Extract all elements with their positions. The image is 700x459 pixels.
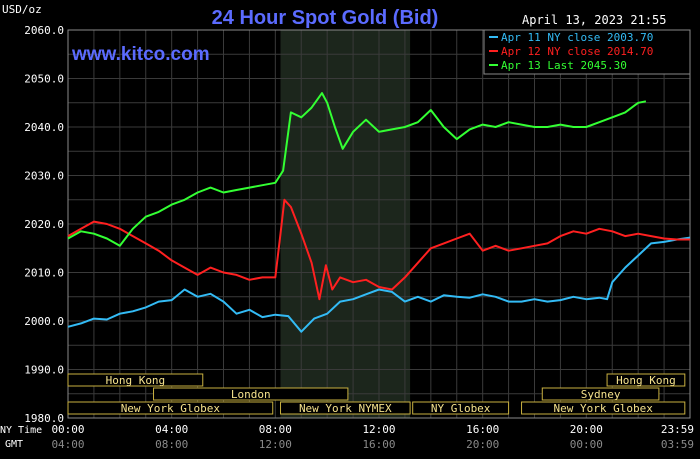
- y-tick-label: 2030.0: [24, 170, 64, 183]
- series-line-apr-11: [67, 236, 691, 333]
- chart-title: 24 Hour Spot Gold (Bid): [212, 7, 439, 29]
- series-line-apr-12: [67, 198, 690, 301]
- session-box: [412, 401, 510, 415]
- session-label: Hong Kong: [106, 374, 166, 387]
- legend-entry: Apr 13 Last 2045.30: [501, 59, 627, 72]
- legend-box: [483, 29, 691, 75]
- y-tick-label: 1980.0: [24, 412, 64, 425]
- x-tick-label-gmt: 08:00: [155, 438, 188, 451]
- x-tick-label-gmt: 20:00: [466, 438, 499, 451]
- y-tick-label: 2040.0: [24, 121, 64, 134]
- legend-entry: Apr 11 NY close 2003.70: [501, 31, 653, 44]
- y-tick-label: 2060.0: [24, 24, 64, 37]
- gmt-row-label: GMT: [5, 439, 23, 450]
- x-tick-label-ny: 20:00: [570, 423, 603, 436]
- session-box: [67, 401, 274, 415]
- y-tick-label: 2010.0: [24, 267, 64, 280]
- y-tick-label: 2020.0: [24, 218, 64, 231]
- x-tick-label-gmt: 16:00: [362, 438, 395, 451]
- session-box: [153, 387, 349, 401]
- series-line-apr-13: [67, 92, 647, 247]
- session-label: NY Globex: [431, 402, 491, 415]
- watermark-text: www.kitco.com: [71, 44, 210, 65]
- x-tick-label-ny: 08:00: [259, 423, 292, 436]
- x-tick-label-gmt: 03:59: [661, 438, 694, 451]
- x-tick-label-ny: 16:00: [466, 423, 499, 436]
- session-label: London: [231, 388, 271, 401]
- session-label: New York Globex: [121, 402, 221, 415]
- x-tick-label-gmt: 12:00: [259, 438, 292, 451]
- y-tick-label: 2050.0: [24, 73, 64, 86]
- ny-time-row-label: NY Time: [0, 425, 42, 436]
- session-box: [67, 373, 204, 387]
- x-tick-label-ny: 04:00: [155, 423, 188, 436]
- session-label: New York Globex: [554, 402, 654, 415]
- session-box: [280, 401, 411, 415]
- y-tick-label: 2000.0: [24, 315, 64, 328]
- plot-frame: [67, 29, 691, 419]
- x-tick-label-gmt: 00:00: [570, 438, 603, 451]
- session-label: Sydney: [581, 388, 621, 401]
- session-box: [521, 401, 686, 415]
- session-label: New York NYMEX: [299, 402, 392, 415]
- legend-entry: Apr 12 NY close 2014.70: [501, 45, 653, 58]
- session-box: [541, 387, 660, 401]
- x-tick-label-ny: 00:00: [51, 423, 84, 436]
- session-box: [606, 373, 686, 387]
- y-tick-label: 1990.0: [24, 364, 64, 377]
- x-tick-label-gmt: 04:00: [51, 438, 84, 451]
- x-tick-label-ny: 12:00: [362, 423, 395, 436]
- x-tick-label-ny: 23:59: [661, 423, 694, 436]
- timestamp-text: April 13, 2023 21:55: [522, 13, 667, 27]
- y-axis-unit-label: USD/oz: [2, 3, 42, 16]
- session-label: Hong Kong: [616, 374, 676, 387]
